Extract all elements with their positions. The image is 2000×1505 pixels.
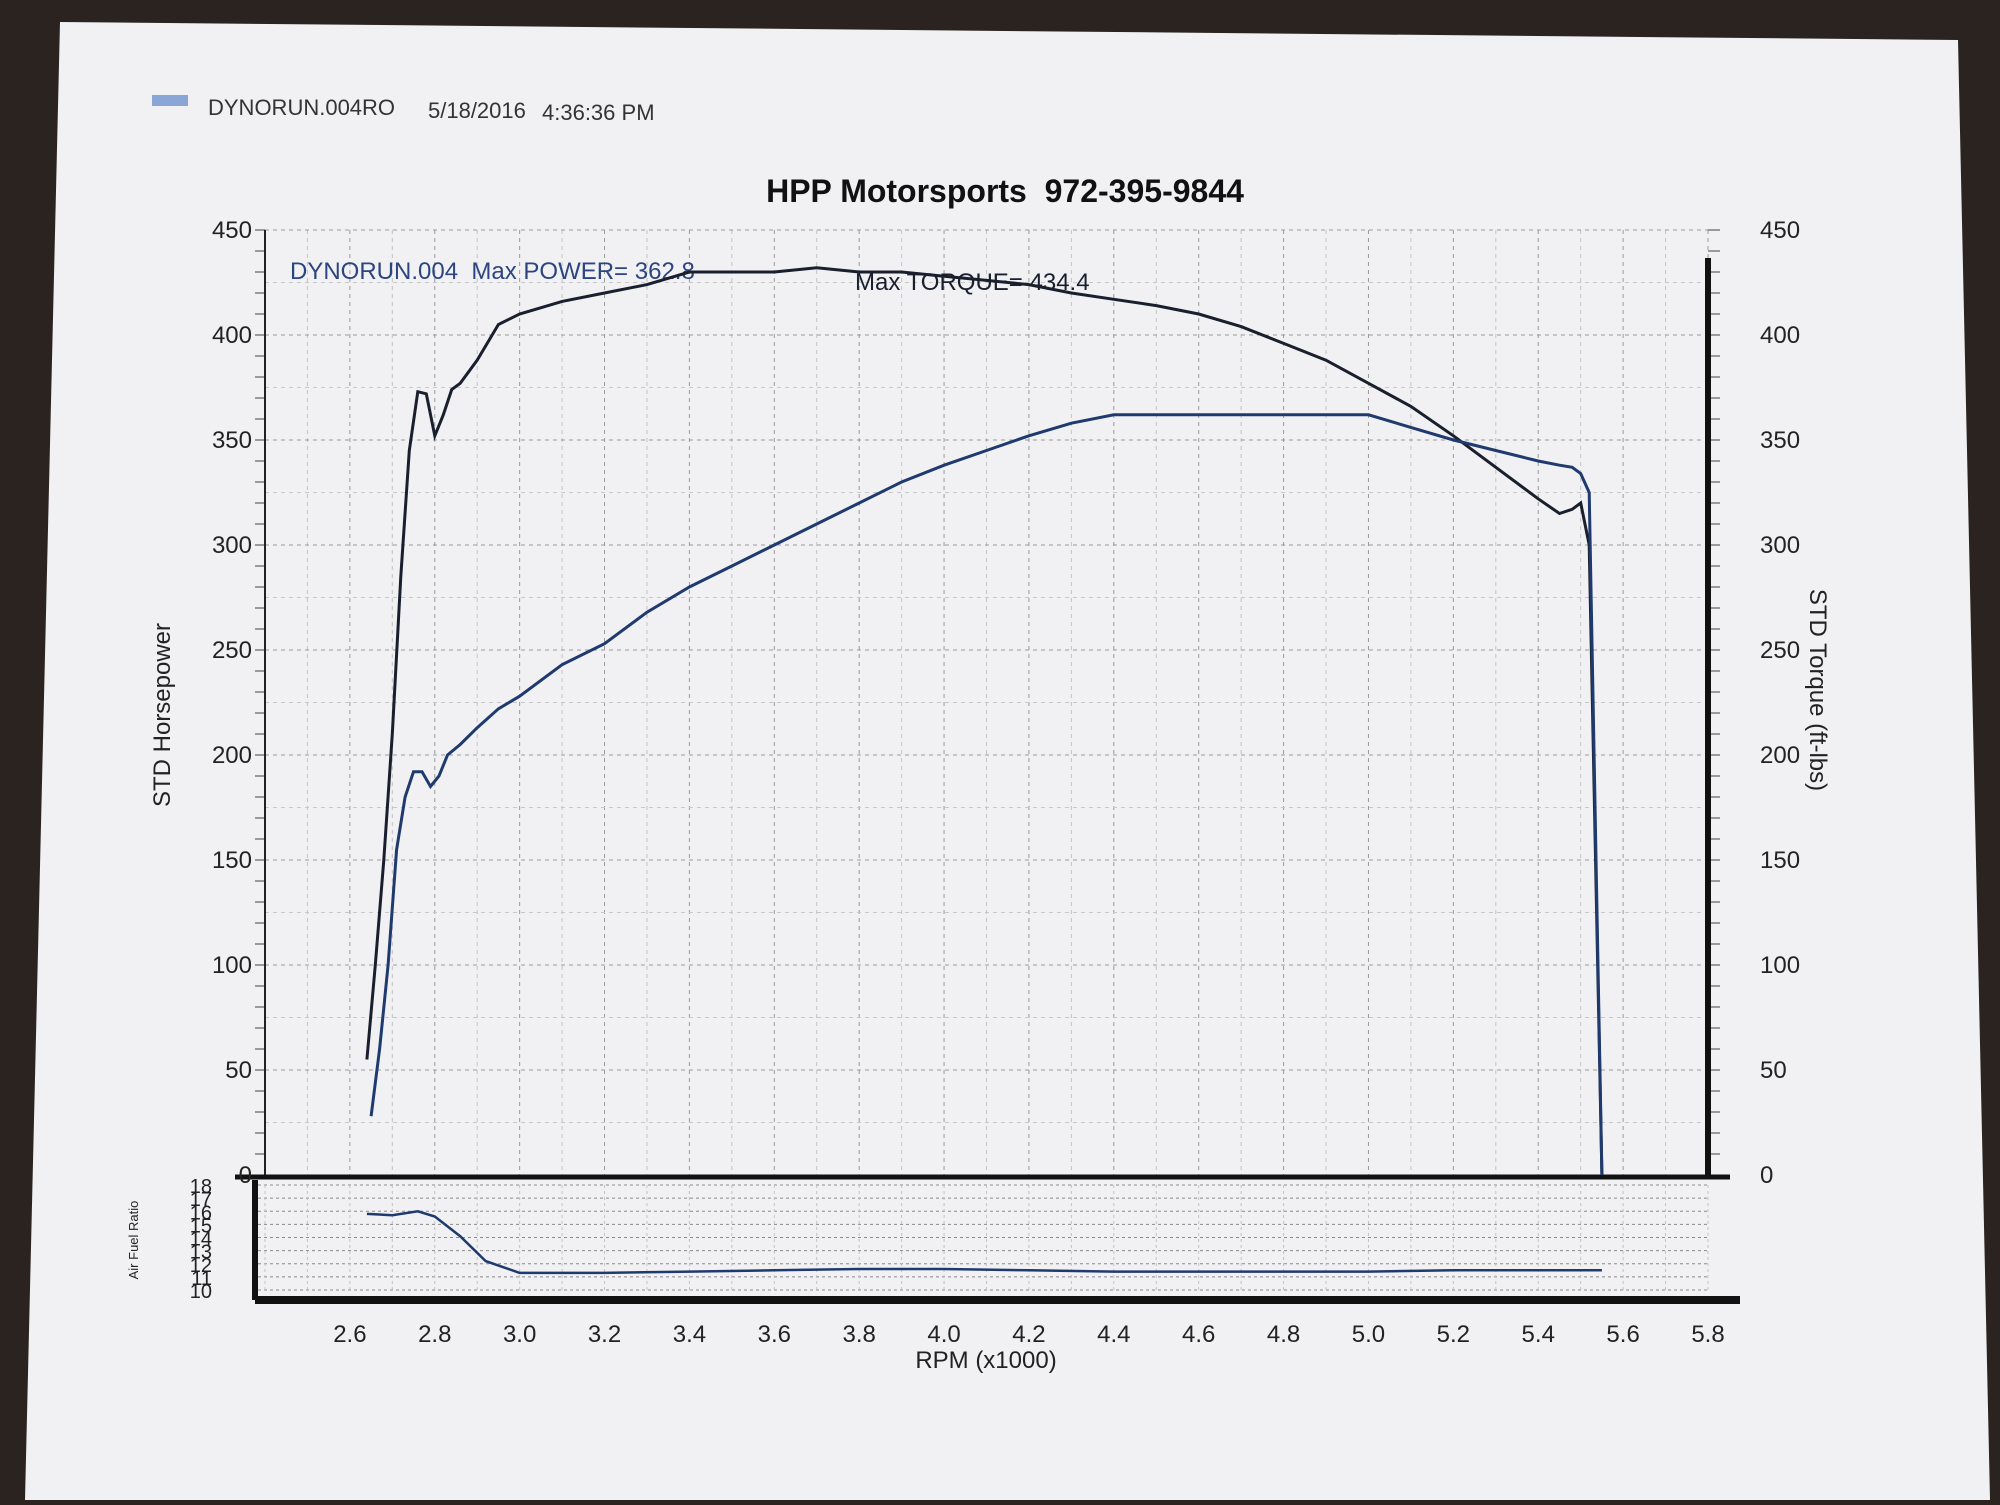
y-left-tick-label: 250 — [212, 637, 252, 664]
x-tick-label: 3.0 — [503, 1321, 536, 1348]
y-axis-left-label: STD Horsepower — [149, 623, 176, 807]
y-right-tick-label: 350 — [1760, 427, 1800, 454]
y-right-tick-label: 150 — [1760, 847, 1800, 874]
x-tick-label: 3.4 — [673, 1321, 706, 1348]
afr-series-line — [366, 1210, 1602, 1275]
run-label: DYNORUN.004RO — [208, 95, 395, 120]
paper-sheet — [25, 22, 1990, 1500]
x-tick-label: 5.8 — [1691, 1321, 1724, 1348]
y-left-tick-label: 450 — [212, 217, 252, 244]
y-right-tick-label: 450 — [1760, 217, 1800, 244]
x-tick-label: 5.0 — [1352, 1321, 1385, 1348]
y-right-tick-label: 0 — [1760, 1162, 1773, 1189]
x-tick-label: 4.6 — [1182, 1321, 1215, 1348]
run-time: 4:36:36 PM — [542, 100, 655, 125]
y-left-tick-label: 150 — [212, 847, 252, 874]
y-right-tick-label: 200 — [1760, 742, 1800, 769]
run-date: 5/18/2016 — [428, 98, 526, 123]
x-tick-label: 4.8 — [1267, 1321, 1300, 1348]
y-right-tick-label: 100 — [1760, 952, 1800, 979]
afr-tick-label: 18 — [190, 1176, 212, 1198]
torque-series-line — [365, 266, 1604, 1176]
y-right-tick-labels: 0 50 100 150 200 250 300 350 400 450 — [1760, 217, 1800, 1189]
afr-tick-label: 15 — [190, 1215, 212, 1237]
y-left-tick-label: 350 — [212, 427, 252, 454]
afr-tick-label: 11 — [191, 1268, 212, 1290]
y-right-tick-label: 50 — [1760, 1057, 1787, 1084]
y-right-tick-label: 300 — [1760, 532, 1800, 559]
y-left-tick-label: 100 — [212, 952, 252, 979]
y-right-tick-label: 400 — [1760, 322, 1800, 349]
chart-title: HPP Motorsports 972-395-9844 — [766, 173, 1244, 209]
x-axis-label: RPM (x1000) — [915, 1347, 1056, 1374]
afr-tick-label: 16 — [190, 1202, 212, 1224]
afr-tick-label: 13 — [190, 1242, 212, 1264]
y-left-tick-label: 50 — [225, 1057, 252, 1084]
y-left-tick-label: 200 — [212, 742, 252, 769]
max-power-annotation: DYNORUN.004 Max POWER= 362.8 — [290, 258, 695, 285]
legend-swatch — [152, 95, 188, 106]
y-left-tick-label: 400 — [212, 322, 252, 349]
y-axis-right-label: STD Torque (ft-lbs) — [1804, 589, 1831, 791]
afr-grid — [258, 1184, 1709, 1291]
y-left-tick-label: 0 — [239, 1162, 252, 1189]
x-tick-label: 3.2 — [588, 1321, 621, 1348]
y-left-tick-labels: 0 50 100 150 200 250 300 350 400 450 — [212, 217, 252, 1189]
x-tick-label: 5.6 — [1606, 1321, 1639, 1348]
x-tick-label: 3.8 — [842, 1321, 875, 1348]
x-tick-label: 2.6 — [333, 1321, 366, 1348]
afr-tick-label: 12 — [190, 1255, 212, 1277]
x-tick-label: 5.2 — [1437, 1321, 1470, 1348]
x-tick-labels: 2.6 2.8 3.0 3.2 3.4 3.6 3.8 4.0 4.2 4.4 4.6 4.8 5.0 5… — [333, 1321, 1724, 1348]
x-tick-label: 4.0 — [927, 1321, 960, 1348]
x-tick-label: 4.2 — [1012, 1321, 1045, 1348]
y-left-tick-label: 300 — [212, 532, 252, 559]
afr-tick-label: 14 — [190, 1229, 212, 1251]
afr-tick-label: 17 — [190, 1189, 212, 1211]
y-right-tick-label: 250 — [1760, 637, 1800, 664]
power-series-line — [369, 413, 1604, 1176]
x-tick-label: 2.8 — [418, 1321, 451, 1348]
x-tick-label: 5.4 — [1522, 1321, 1555, 1348]
x-tick-label: 4.4 — [1097, 1321, 1130, 1348]
x-tick-label: 3.6 — [758, 1321, 791, 1348]
afr-tick-label: 10 — [190, 1281, 212, 1303]
axis-frame — [235, 230, 1740, 1304]
afr-axis-label: Air Fuel Ratio — [126, 1201, 141, 1280]
